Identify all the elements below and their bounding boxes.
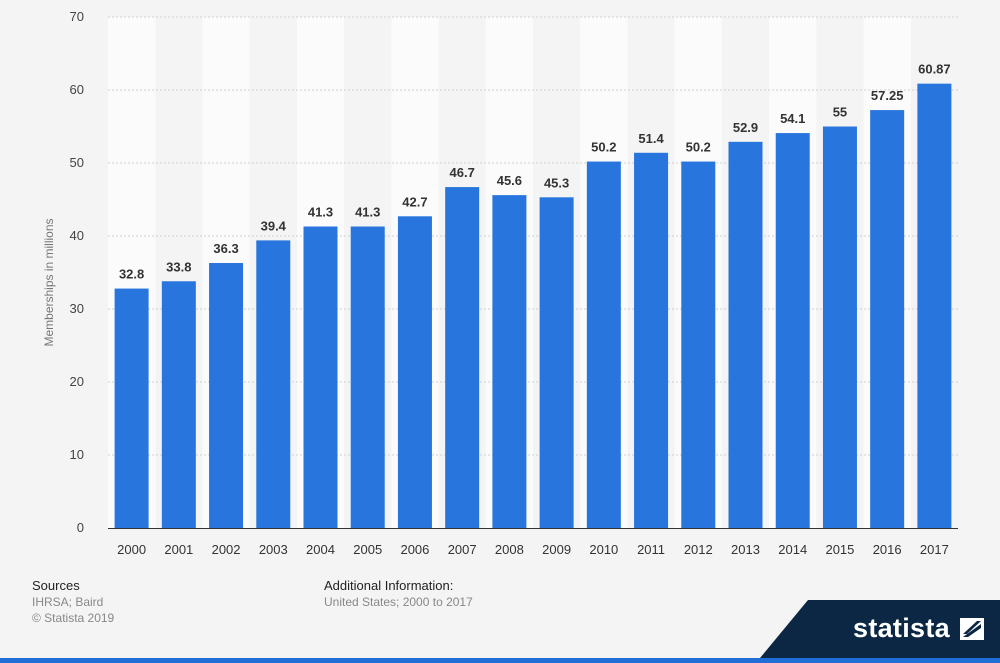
bar <box>114 288 149 528</box>
x-tick-label: 2009 <box>542 542 571 557</box>
x-tick-label: 2001 <box>164 542 193 557</box>
y-tick-label: 60 <box>70 82 84 97</box>
y-tick-label: 20 <box>70 374 84 389</box>
bar <box>728 141 763 528</box>
value-label: 60.87 <box>918 62 951 77</box>
value-label: 32.8 <box>119 267 144 282</box>
y-axis-ticks: 0 10 20 30 40 50 60 70 <box>70 9 84 535</box>
bar <box>586 161 621 529</box>
sources-title: Sources <box>32 578 80 593</box>
x-tick-label: 2016 <box>873 542 902 557</box>
bottom-accent-line <box>0 658 1000 663</box>
bar <box>397 216 432 529</box>
bar <box>209 263 244 528</box>
additional-info-title: Additional Information: <box>324 578 454 593</box>
value-label: 45.6 <box>497 173 522 188</box>
bar <box>303 226 338 528</box>
sources-block: Sources IHRSA; Baird © Statista 2019 <box>32 578 114 626</box>
bar <box>775 133 810 528</box>
x-tick-label: 2005 <box>353 542 382 557</box>
bar <box>492 195 527 528</box>
statista-mark-icon <box>960 618 984 640</box>
additional-info-block: Additional Information: United States; 2… <box>324 578 473 610</box>
value-label: 51.4 <box>638 131 664 146</box>
value-labels: 32.8 33.8 36.3 39.4 41.3 41.3 42.7 46.7 45.6 45.3… <box>119 62 951 282</box>
bar <box>870 110 905 528</box>
value-label: 52.9 <box>733 120 758 135</box>
y-tick-label: 70 <box>70 9 84 24</box>
x-tick-label: 2003 <box>259 542 288 557</box>
y-tick-label: 40 <box>70 228 84 243</box>
x-tick-label: 2012 <box>684 542 713 557</box>
x-tick-label: 2011 <box>637 542 665 557</box>
value-label: 55 <box>833 105 847 120</box>
bar <box>539 197 574 528</box>
bar <box>681 161 716 529</box>
x-tick-label: 2017 <box>920 542 949 557</box>
x-tick-label: 2004 <box>306 542 335 557</box>
bar <box>256 240 291 528</box>
y-axis-label: Memberships in millions <box>42 218 56 346</box>
value-label: 39.4 <box>261 218 287 233</box>
value-label: 45.3 <box>544 175 569 190</box>
y-tick-label: 0 <box>77 520 84 535</box>
x-tick-label: 2006 <box>400 542 429 557</box>
value-label: 33.8 <box>166 259 191 274</box>
bars <box>114 83 952 529</box>
x-tick-label: 2007 <box>448 542 477 557</box>
bar <box>161 281 196 528</box>
x-tick-label: 2002 <box>212 542 241 557</box>
copyright-text: © Statista 2019 <box>32 611 115 625</box>
y-tick-label: 30 <box>70 301 84 316</box>
bar <box>445 187 480 528</box>
x-tick-label: 2008 <box>495 542 524 557</box>
sources-text: IHRSA; Baird <box>32 595 104 609</box>
logo-text: statista <box>853 613 950 643</box>
value-label: 41.3 <box>308 205 333 220</box>
y-tick-label: 50 <box>70 155 84 170</box>
x-tick-label: 2015 <box>825 542 854 557</box>
value-label: 54.1 <box>780 111 805 126</box>
additional-info-text: United States; 2000 to 2017 <box>324 595 473 609</box>
x-tick-label: 2010 <box>589 542 618 557</box>
value-label: 57.25 <box>871 88 904 103</box>
gridlines <box>108 16 958 456</box>
x-tick-label: 2013 <box>731 542 760 557</box>
x-tick-label: 2000 <box>117 542 146 557</box>
bar <box>350 226 385 528</box>
bar <box>634 152 669 528</box>
statista-logo[interactable]: statista <box>760 600 1000 658</box>
x-axis-ticks: 2000 2001 2002 2003 2004 2005 2006 2007 2008 2009… <box>117 542 949 557</box>
value-label: 42.7 <box>402 194 427 209</box>
value-label: 50.2 <box>591 140 616 155</box>
value-label: 41.3 <box>355 205 380 220</box>
value-label: 50.2 <box>686 140 711 155</box>
y-tick-label: 10 <box>70 447 84 462</box>
value-label: 36.3 <box>213 241 238 256</box>
value-label: 46.7 <box>450 165 475 180</box>
bar <box>917 83 952 529</box>
bar <box>822 126 857 528</box>
x-tick-label: 2014 <box>778 542 807 557</box>
